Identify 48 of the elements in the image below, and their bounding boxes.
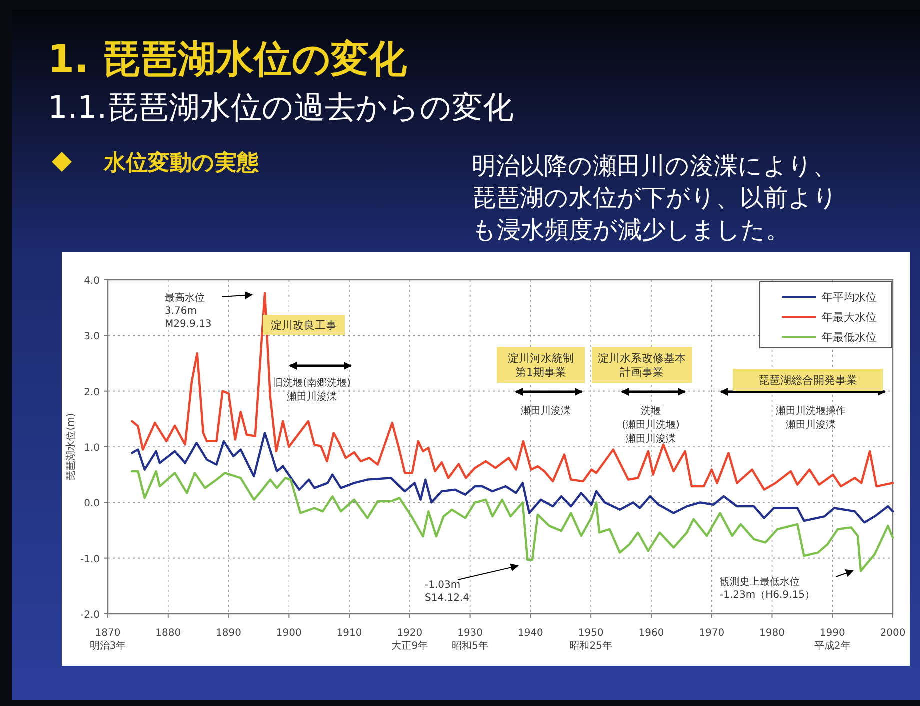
annotation: 瀬田川浚渫: [287, 391, 337, 403]
annotation: M29.9.13: [165, 319, 212, 330]
x-tick-label: 1950 昭和25年: [570, 628, 612, 652]
annotation: 瀬田川洗堰操作: [776, 405, 846, 417]
annotation: (瀬田川洗堰): [622, 419, 680, 431]
x-tick-label: 1960: [638, 628, 664, 639]
annotation: 旧洗堰(南郷洗堰): [273, 377, 351, 389]
chart-subtitle: 1.1.琵琶湖水位の過去からの変化: [48, 90, 514, 126]
annotation: 瀬田川浚渫: [626, 433, 676, 445]
legend-label: 年最低水位: [822, 331, 877, 344]
legend-label: 年最大水位: [822, 311, 877, 324]
y-tick-label: -2.0: [80, 610, 100, 621]
x-tick-label: 1880: [156, 628, 182, 639]
annotation: 最高水位: [165, 292, 205, 304]
annotation: 瀬田川浚渫: [521, 405, 571, 417]
annotation: -1.23m（H6.9.15）: [720, 590, 815, 601]
x-tick-label: 1890: [216, 628, 242, 639]
chart-title: 1. 琵琶湖水位の変化: [48, 37, 408, 81]
y-tick-label: 2.0: [84, 387, 100, 398]
text: 水位変動の実態: [103, 150, 260, 176]
annotation: -1.03m: [425, 580, 461, 591]
annotation: 淀川水系改修基本計画事業: [598, 352, 686, 379]
y-tick-label: 1.0: [84, 443, 100, 454]
y-tick-label: -1.0: [80, 554, 100, 566]
y-tick-label: 0.0: [84, 498, 100, 510]
x-tick-label: 1900: [276, 628, 302, 639]
x-tick-label: 1930 昭和5年: [452, 628, 488, 652]
x-tick-label: 1970: [699, 628, 725, 639]
text: 明治以降の瀬田川の浚渫により、琵琶湖の水位が下がり、以前よりも浸水頻度が減少しました。: [472, 152, 838, 244]
x-tick-label: 2000: [880, 628, 906, 639]
annotation: 瀬田川浚渫: [786, 419, 836, 431]
x-tick-label: 1980: [760, 628, 785, 639]
y-tick-label: 3.0: [84, 332, 100, 343]
x-tick-label: 1870 明治3年: [90, 628, 126, 652]
x-tick-label: 1940: [518, 628, 544, 639]
annotation: 淀川改良工事: [271, 319, 337, 332]
annotation: 淀川河水統制第1期事業: [508, 352, 574, 379]
x-tick-label: 1920 大正9年: [392, 628, 428, 652]
annotation: S14.12.4: [425, 593, 470, 604]
annotation: 洗堰: [641, 405, 661, 417]
legend-label: 年平均水位: [822, 291, 877, 304]
y-tick-label: 4.0: [84, 276, 100, 287]
annotation: 観測史上最低水位: [720, 576, 800, 588]
x-tick-label: 1990 平成2年: [814, 628, 851, 652]
annotation: 琵琶湖総合開発事業: [758, 374, 858, 387]
annotation: 3.76m: [165, 306, 198, 317]
y-axis-title: 琵琶湖水位(m): [65, 413, 77, 481]
x-tick-label: 1910: [336, 628, 362, 639]
